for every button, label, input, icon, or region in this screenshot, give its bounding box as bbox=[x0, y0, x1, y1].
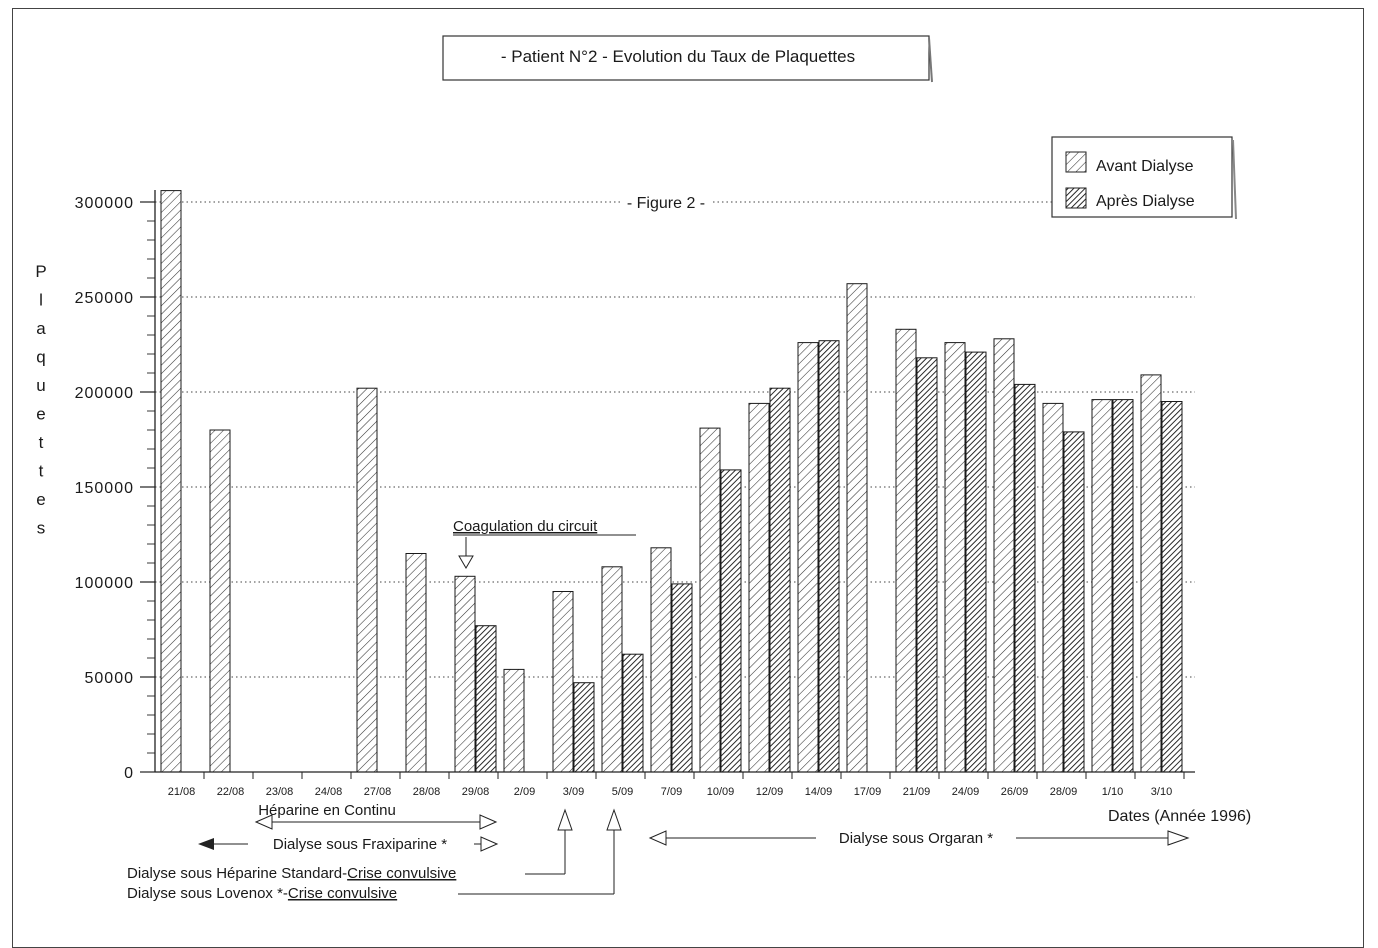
bar-apres-5-09 bbox=[622, 653, 644, 773]
annotation-orgaran: Dialyse sous Orgaran * bbox=[648, 827, 1190, 847]
y-axis-label-letter: e bbox=[36, 490, 45, 509]
x-tick-label: 2/09 bbox=[514, 786, 535, 798]
y-axis-label-letter: e bbox=[36, 405, 45, 424]
bar-avant-3-10 bbox=[1140, 374, 1162, 773]
bar-apres-3-09 bbox=[573, 682, 595, 773]
y-axis-label-letter: q bbox=[36, 348, 45, 367]
bar-avant-22-08 bbox=[209, 429, 231, 773]
bar-avant-5-09 bbox=[601, 566, 623, 773]
y-tick-label: 50000 bbox=[85, 670, 135, 687]
annotation-heparine-continu: Héparine en Continu bbox=[254, 802, 498, 830]
x-tick-label: 21/08 bbox=[168, 786, 196, 798]
bar-apres-10-09 bbox=[720, 469, 742, 773]
subtitle-bg bbox=[620, 190, 712, 214]
y-tick-label: 200000 bbox=[75, 385, 134, 402]
bar-avant-26-09 bbox=[993, 338, 1015, 773]
y-axis-label-letter: l bbox=[39, 291, 43, 310]
y-tick-label: 250000 bbox=[75, 290, 134, 307]
title-box bbox=[442, 35, 930, 81]
bar-apres-24-09 bbox=[965, 351, 987, 773]
x-tick-label: 10/09 bbox=[707, 786, 735, 798]
x-tick-label: 24/09 bbox=[952, 786, 980, 798]
y-axis-label-letter: P bbox=[35, 262, 46, 281]
x-axis-label: Dates (Année 1996) bbox=[1108, 808, 1251, 825]
bar-apres-21-09 bbox=[916, 357, 938, 773]
bar-avant-24-09 bbox=[944, 342, 966, 773]
bar-apres-12-09 bbox=[769, 387, 791, 773]
svg-text:Dialyse sous Héparine Standard: Dialyse sous Héparine Standard-Crise con… bbox=[127, 865, 456, 882]
y-tick-label: 0 bbox=[124, 765, 134, 782]
y-axis-label-letter: u bbox=[36, 376, 45, 395]
bar-avant-14-09 bbox=[797, 342, 819, 773]
bar-apres-14-09 bbox=[818, 340, 840, 773]
legend-swatch-apres bbox=[1065, 187, 1087, 209]
bar-apres-1-10 bbox=[1112, 399, 1134, 773]
annotation-lovenox: Dialyse sous Lovenox *-Crise convulsive bbox=[127, 808, 622, 902]
x-tick-label: 17/09 bbox=[854, 786, 882, 798]
svg-text:Coagulation du circuit: Coagulation du circuit bbox=[453, 518, 598, 535]
x-tick-label: 3/09 bbox=[563, 786, 584, 798]
chart-subtitle: - Figure 2 - bbox=[627, 195, 705, 212]
x-tick-label: 23/08 bbox=[266, 786, 294, 798]
bar-avant-21-08 bbox=[160, 190, 182, 773]
x-tick-label: 27/08 bbox=[364, 786, 392, 798]
bar-avant-2-09 bbox=[503, 668, 525, 773]
bar-apres-7-09 bbox=[671, 583, 693, 773]
bar-avant-27-08 bbox=[356, 387, 378, 773]
y-tick-label: 300000 bbox=[75, 195, 134, 212]
bar-avant-29-08 bbox=[454, 575, 476, 773]
x-tick-label: 28/09 bbox=[1050, 786, 1078, 798]
legend-swatch-avant bbox=[1065, 151, 1087, 173]
x-tick-label: 21/09 bbox=[903, 786, 931, 798]
bar-apres-26-09 bbox=[1014, 383, 1036, 773]
bar-apres-29-08 bbox=[475, 625, 497, 773]
platelet-chart: - Patient N°2 - Evolution du Taux de Pla… bbox=[35, 35, 1251, 902]
x-tick-label: 14/09 bbox=[805, 786, 833, 798]
x-tick-label: 28/08 bbox=[413, 786, 441, 798]
bar-avant-17-09 bbox=[846, 283, 868, 773]
svg-text:Dialyse sous Orgaran *: Dialyse sous Orgaran * bbox=[839, 830, 993, 847]
x-tick-label: 7/09 bbox=[661, 786, 682, 798]
y-tick-label: 150000 bbox=[75, 480, 134, 497]
x-tick-label: 1/10 bbox=[1102, 786, 1123, 798]
bar-avant-21-09 bbox=[895, 328, 917, 773]
bar-avant-28-08 bbox=[405, 553, 427, 773]
x-tick-label: 12/09 bbox=[756, 786, 784, 798]
x-tick-label: 22/08 bbox=[217, 786, 245, 798]
bar-avant-1-10 bbox=[1091, 399, 1113, 773]
legend-label-apres: Après Dialyse bbox=[1096, 193, 1195, 210]
x-tick-label: 29/08 bbox=[462, 786, 490, 798]
y-axis-label-letter: t bbox=[39, 462, 44, 481]
y-tick-label: 100000 bbox=[75, 575, 134, 592]
bar-apres-3-10 bbox=[1161, 401, 1183, 773]
svg-text:Héparine en Continu: Héparine en Continu bbox=[258, 802, 396, 819]
annotation-coagulation: Coagulation du circuit bbox=[453, 518, 636, 569]
x-tick-label: 5/09 bbox=[612, 786, 633, 798]
bar-avant-10-09 bbox=[699, 427, 721, 773]
bar-apres-28-09 bbox=[1063, 431, 1085, 773]
y-axis-label-letter: a bbox=[36, 319, 46, 338]
y-axis-label-letter: t bbox=[39, 433, 44, 452]
svg-text:Dialyse sous Lovenox *-Crise c: Dialyse sous Lovenox *-Crise convulsive bbox=[127, 885, 397, 902]
y-axis-label-letter: s bbox=[37, 519, 46, 538]
x-tick-label: 26/09 bbox=[1001, 786, 1029, 798]
bar-avant-28-09 bbox=[1042, 402, 1064, 773]
svg-text:Dialyse sous Fraxiparine *: Dialyse sous Fraxiparine * bbox=[273, 836, 447, 853]
legend-label-avant: Avant Dialyse bbox=[1096, 158, 1194, 175]
bar-avant-7-09 bbox=[650, 547, 672, 773]
x-tick-label: 24/08 bbox=[315, 786, 343, 798]
bar-avant-12-09 bbox=[748, 402, 770, 773]
x-tick-label: 3/10 bbox=[1151, 786, 1172, 798]
annotation-fraxiparine: Dialyse sous Fraxiparine * bbox=[198, 833, 499, 853]
chart-title: - Patient N°2 - Evolution du Taux de Pla… bbox=[501, 47, 855, 66]
bar-avant-3-09 bbox=[552, 591, 574, 773]
annotation-heparine-standard: Dialyse sous Héparine Standard-Crise con… bbox=[127, 808, 573, 882]
